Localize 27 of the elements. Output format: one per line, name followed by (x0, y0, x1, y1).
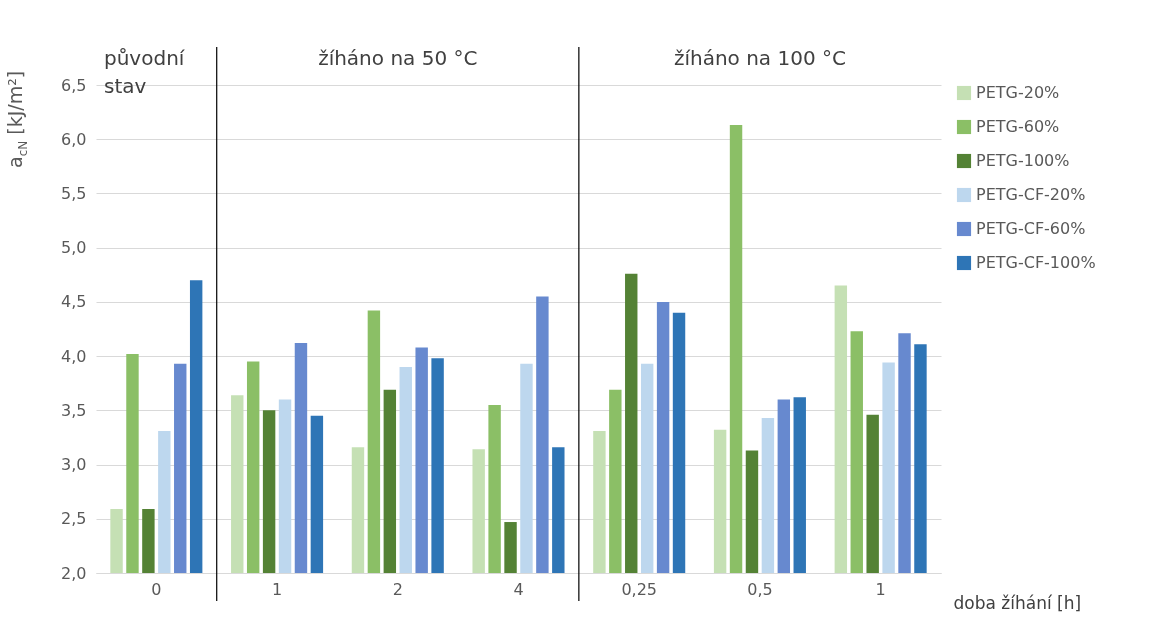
y-tick-label: 5,0 (61, 238, 87, 258)
y-tick-label: 4,5 (61, 292, 87, 312)
y-tick-label: 3,0 (61, 455, 87, 475)
x-tick-label: 2 (392, 579, 403, 599)
legend-label: PETG-20% (976, 83, 1060, 102)
x-tick-label: 1 (875, 579, 886, 599)
x-tick-label: 4 (513, 579, 524, 599)
x-tick-label: 0 (151, 579, 162, 599)
x-axis-title: doba žíhání [h] (953, 592, 1082, 613)
y-tick-label: 4,0 (61, 346, 87, 366)
y-tick-label: 3,5 (61, 400, 87, 420)
y-tick-label: 6,5 (61, 75, 87, 95)
legend-label: PETG-CF-60% (976, 219, 1086, 238)
legend-label: PETG-60% (976, 117, 1060, 136)
y-tick-label: 6,0 (61, 129, 87, 149)
text: žíháno na 100 °C (673, 46, 846, 70)
x-tick-label: 1 (271, 579, 283, 599)
y-tick-label: 2,5 (61, 509, 87, 529)
x-tick-label: 0,5 (747, 579, 773, 599)
y-tick-label: 2,0 (61, 563, 87, 583)
annotation: původní stav (104, 46, 186, 98)
legend-label: PETG-CF-20% (976, 185, 1086, 204)
text: žíháno na 50 °C (318, 46, 478, 70)
legend-label: PETG-CF-100% (976, 253, 1096, 272)
y-tick-label: 5,5 (61, 183, 87, 203)
x-tick-label: 0,25 (621, 579, 658, 599)
legend-label: PETG-100% (976, 151, 1070, 170)
